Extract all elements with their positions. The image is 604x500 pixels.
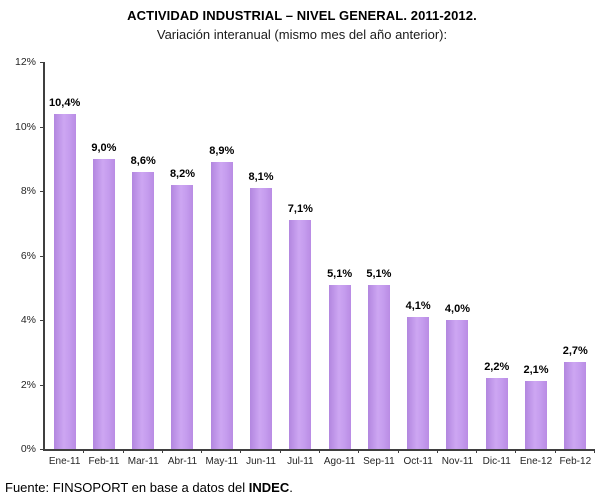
x-axis-label: Feb-11: [88, 456, 120, 467]
x-axis-label: Mar-11: [127, 456, 159, 467]
bar: [132, 171, 155, 449]
bar-slot: 4,1%: [399, 62, 438, 449]
bar-slot: 4,0%: [438, 62, 477, 449]
bar: [407, 316, 430, 449]
bar-value-label: 5,1%: [366, 267, 392, 280]
y-tick-mark: [40, 191, 45, 193]
y-tick-mark: [40, 62, 45, 63]
bar-value-label: 2,2%: [484, 361, 510, 374]
bar-value-label: 4,1%: [405, 299, 431, 312]
bar-value-label: 2,7%: [562, 344, 588, 357]
bar: [53, 113, 76, 449]
y-tick-mark: [40, 255, 45, 257]
bar-slot: 5,1%: [359, 62, 398, 449]
x-tick-mark: [358, 449, 360, 453]
y-tick-label: 10%: [14, 120, 36, 133]
source-note-bold: INDEC: [248, 480, 290, 495]
bar: [171, 184, 194, 449]
x-axis-label: Ene-12: [519, 456, 553, 467]
x-tick-mark: [83, 449, 85, 453]
x-axis-label: Jul-11: [287, 456, 314, 467]
x-axis-labels: Ene-11 Feb-11 Mar-11 Abr-11 May-11 Jun-11 Jul-…: [45, 456, 595, 467]
bar-value-label: 8,6%: [130, 154, 156, 167]
plot-area: 10,4% 9,0% 8,6% 8,2% 8,9% 8,1% 7,1% 5,1% 5,1% 4,1…: [15, 56, 595, 467]
bar-slot: 8,2%: [163, 62, 202, 449]
x-tick-mark: [161, 449, 163, 453]
x-tick-mark: [476, 449, 478, 453]
x-tick-mark: [279, 449, 281, 453]
bars-container: 10,4% 9,0% 8,6% 8,2% 8,9% 8,1% 7,1% 5,1% 5,1% 4,1…: [45, 62, 595, 449]
bar: [210, 161, 233, 449]
bar-slot: 2,1%: [516, 62, 555, 449]
y-tick-label: 12%: [14, 56, 36, 68]
y-tick-mark: [40, 449, 45, 450]
bar-slot: 5,1%: [320, 62, 359, 449]
source-note: Fuente: FINSOPORT en base a datos del IN…: [5, 480, 293, 495]
y-tick-label: 8%: [20, 185, 36, 198]
chart-subtitle: Variación interanual (mismo mes del año …: [156, 27, 448, 42]
x-tick-mark: [122, 449, 124, 453]
bar-slot: 8,9%: [202, 62, 241, 449]
bar-value-label: 4,0%: [444, 303, 470, 316]
bar-slot: 10,4%: [45, 62, 84, 449]
x-tick-mark: [554, 449, 556, 453]
bar-value-label: 2,1%: [523, 364, 549, 377]
bar: [367, 284, 390, 449]
bar-slot: 8,1%: [241, 62, 280, 449]
x-tick-mark: [436, 449, 438, 453]
bar: [92, 158, 115, 449]
x-axis-label: Nov-11: [441, 456, 474, 467]
bar: [289, 220, 312, 449]
bar: [446, 320, 469, 449]
y-tick-label: 2%: [20, 378, 36, 391]
x-axis-label: Oct-11: [403, 456, 433, 467]
x-axis-label: May-11: [205, 456, 239, 467]
y-tick-mark: [40, 126, 45, 128]
x-axis-label: Sep-11: [363, 456, 395, 467]
bar-value-label: 10,4%: [49, 96, 81, 109]
bar-value-label: 8,2%: [169, 167, 196, 180]
bar-value-label: 8,9%: [209, 144, 235, 157]
bar-value-label: 9,0%: [91, 141, 117, 154]
x-axis-label: Dic-11: [482, 456, 511, 467]
bar: [485, 378, 508, 449]
bar: [328, 284, 351, 449]
bar-slot: 2,2%: [477, 62, 516, 449]
x-axis-label: Jun-11: [246, 456, 276, 467]
y-tick-mark: [40, 384, 45, 386]
bar-slot: 8,6%: [124, 62, 163, 449]
y-tick-label: 6%: [20, 249, 36, 262]
x-tick-mark: [319, 449, 320, 453]
y-tick-label: 0%: [20, 443, 36, 455]
y-tick-mark: [40, 320, 45, 322]
bar: [525, 381, 548, 449]
x-tick-mark: [201, 449, 203, 453]
y-tick-label: 4%: [20, 314, 36, 327]
x-axis-label: Ago-11: [323, 456, 356, 467]
x-tick-mark: [594, 449, 595, 453]
bar-slot: 9,0%: [84, 62, 123, 449]
bar: [250, 187, 273, 449]
x-axis-label: Ene-11: [48, 456, 81, 467]
bar-value-label: 7,1%: [287, 203, 313, 216]
bar-value-label: 8,1%: [248, 170, 274, 183]
x-axis-label: Feb-12: [559, 456, 592, 467]
bar-value-label: 5,1%: [327, 267, 353, 280]
x-axis-label: Abr-11: [167, 456, 198, 467]
bar: [564, 361, 587, 449]
source-note-text: Fuente: FINSOPORT en base a datos del: [5, 480, 249, 495]
source-note-period: .: [289, 480, 293, 495]
x-tick-mark: [240, 449, 242, 453]
x-tick-mark: [515, 449, 517, 453]
chart-title: ACTIVIDAD INDUSTRIAL – NIVEL GENERAL. 20…: [127, 8, 477, 23]
x-tick-mark: [397, 449, 399, 453]
bar-slot: 7,1%: [281, 62, 320, 449]
bar-slot: 2,7%: [556, 62, 595, 449]
